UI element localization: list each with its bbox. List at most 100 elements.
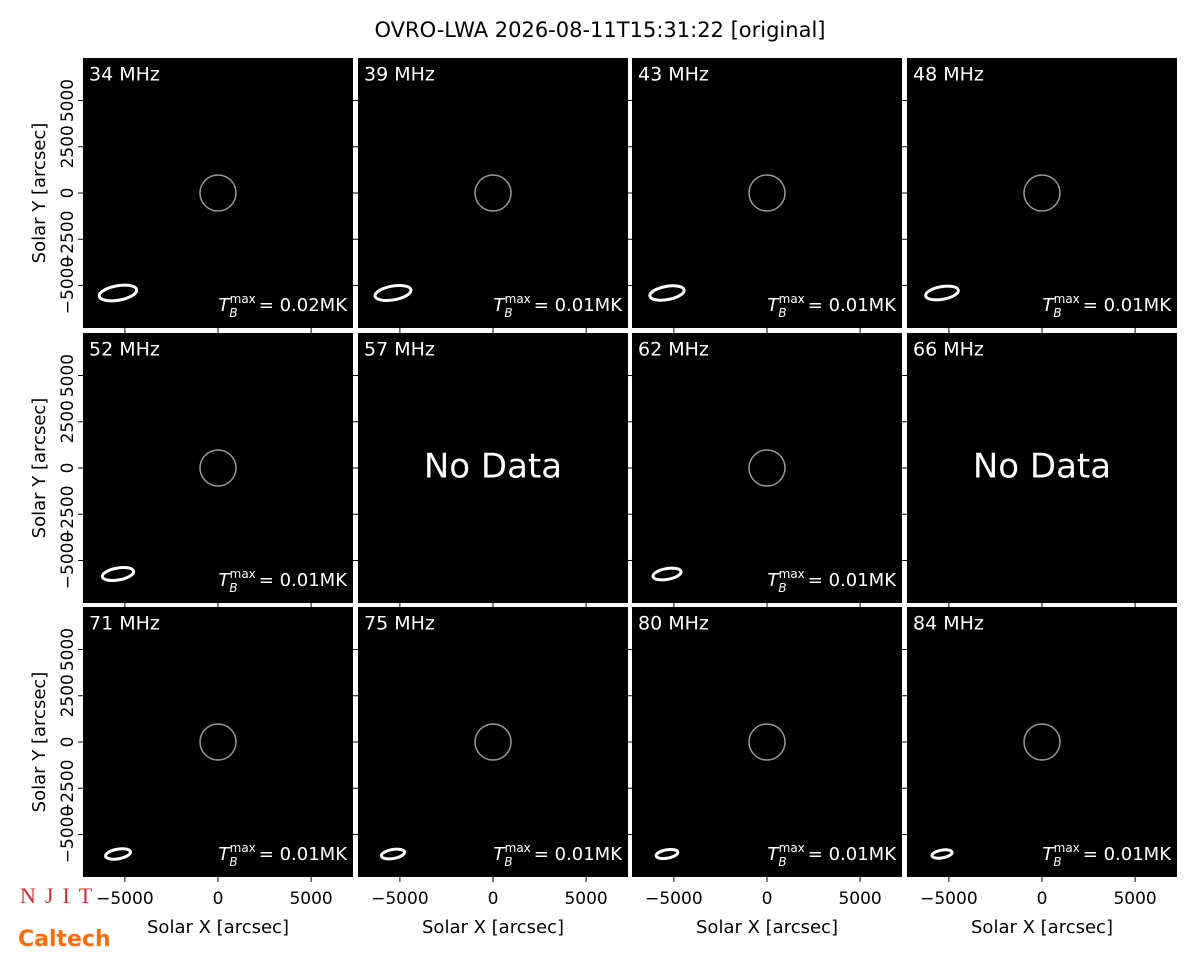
beam [379,847,407,861]
beam [100,565,136,583]
solar-disk [199,174,237,212]
beam [651,566,683,582]
tb-symbol: T [767,570,780,591]
emission-map [83,607,353,877]
panel: TBmax = 0.01MK 39 MHz [353,58,628,333]
tb-sub: B [1053,855,1061,869]
tb-value: = 0.02MK [259,295,348,316]
panel-label: 62 MHz [638,339,709,361]
panel: No Data 57 MHz [353,333,628,608]
tb-max-label: TBmax = 0.01MK [767,841,897,869]
tb-sub: B [778,855,786,869]
panel: TBmax = 0.02MK 34 MHz −5000−2500 0 2500 5000 [58,58,353,333]
solar-disk [474,723,512,761]
panel-label: 71 MHz [89,613,160,635]
tb-max-label: TBmax = 0.01MK [493,292,623,320]
tb-value: = 0.01MK [259,570,348,591]
solar-disk [748,449,786,487]
x-tick-label: −5000 [371,889,429,909]
x-tick-label: 0 [213,889,224,909]
tb-sup: max [230,292,256,306]
tb-max-label: TBmax = 0.01MK [1042,292,1172,320]
beam [654,847,680,861]
solar-disk [474,174,512,212]
y-tick-label: −2500 [58,210,78,268]
emission-map [632,333,902,603]
emission-map [632,58,902,328]
tb-sup: max [779,292,805,306]
no-data-label: No Data [424,447,562,487]
tb-symbol: T [493,844,506,865]
tb-value: = 0.01MK [808,844,897,865]
tb-symbol: T [767,295,780,316]
tb-value: = 0.01MK [1083,844,1172,865]
tb-symbol: T [1042,295,1055,316]
panel-label: 84 MHz [913,613,984,635]
tb-max-label: TBmax = 0.01MK [767,567,897,595]
tb-sup: max [779,567,805,581]
panel: TBmax = 0.01MK 62 MHz [627,333,902,608]
y-tick-label: −5000 [58,806,78,864]
panel: TBmax = 0.01MK 48 MHz [902,58,1177,333]
x-axis-label: Solar X [arcsec] [422,917,564,938]
tb-value: = 0.01MK [259,844,348,865]
x-axis-label: Solar X [arcsec] [147,917,289,938]
panel-label: 57 MHz [364,339,435,361]
tb-sub: B [229,581,237,595]
panel-label: 34 MHz [89,64,160,86]
tb-value: = 0.01MK [1083,295,1172,316]
emission-map [358,58,628,328]
tb-sup: max [779,841,805,855]
tb-max-label: TBmax = 0.01MK [218,841,348,869]
panel: TBmax = 0.01MK 75 MHz −5000 0 5000 [353,607,628,909]
tb-symbol: T [1042,844,1055,865]
x-tick-label: 5000 [838,889,881,909]
y-tick-label: 2500 [58,400,78,443]
panel: TBmax = 0.01MK 80 MHz −5000 0 5000 [627,607,902,909]
x-axis-label: Solar X [arcsec] [696,917,838,938]
tb-sub: B [1053,306,1061,320]
tb-symbol: T [218,295,231,316]
tb-sub: B [229,855,237,869]
tb-sub: B [778,581,786,595]
tb-max-label: TBmax = 0.02MK [218,292,348,320]
tb-sub: B [504,855,512,869]
y-tick-label: 2500 [58,125,78,168]
x-axis-label: Solar X [arcsec] [971,917,1113,938]
logo-njit: NJIT [20,883,101,908]
y-tick-label: 2500 [58,674,78,717]
beam [924,284,960,302]
tb-symbol: T [493,295,506,316]
tb-max-label: TBmax = 0.01MK [218,567,348,595]
panel-label: 66 MHz [913,339,984,361]
tb-max-label: TBmax = 0.01MK [493,841,623,869]
x-tick-label: 5000 [1113,889,1156,909]
solar-disk [748,174,786,212]
panel-label: 43 MHz [638,64,709,86]
y-axis-label: Solar Y [arcsec] [29,123,50,264]
y-tick-label: 0 [58,188,78,199]
y-axis-label: Solar Y [arcsec] [29,398,50,539]
x-tick-label: 0 [488,889,499,909]
tb-max-label: TBmax = 0.01MK [767,292,897,320]
tb-max-label: TBmax = 0.01MK [1042,841,1172,869]
y-tick-label: −2500 [58,485,78,543]
emission-map [83,58,353,328]
tb-symbol: T [218,570,231,591]
panel-background [907,333,1177,603]
panel-label: 80 MHz [638,613,709,635]
panel: TBmax = 0.01MK 43 MHz [627,58,902,333]
tb-sub: B [504,306,512,320]
tb-value: = 0.01MK [808,295,897,316]
emission-map [83,333,353,603]
tb-sup: max [230,841,256,855]
emission-map [907,58,1177,328]
y-tick-label: 5000 [58,628,78,671]
y-tick-label: −5000 [58,532,78,590]
beam [648,284,686,302]
beam [373,283,413,303]
tb-sup: max [230,567,256,581]
emission-map [632,607,902,877]
